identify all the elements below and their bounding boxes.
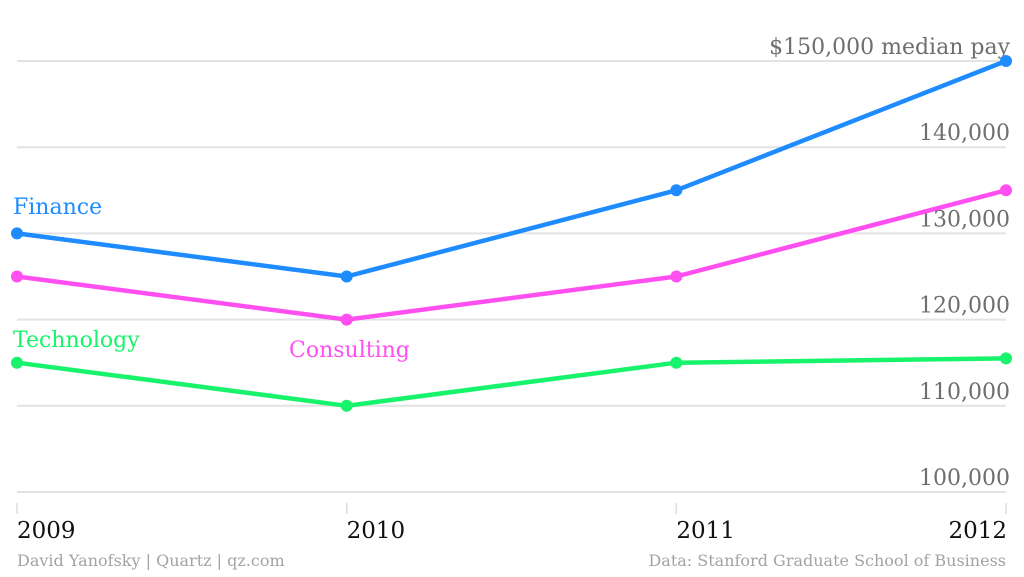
data-point [11,227,23,240]
series-technology [11,352,1012,412]
x-tick-label: 2010 [347,518,406,544]
data-point [340,313,353,326]
series-line [14,58,1009,279]
source-text: Data: Stanford Graduate School of Busine… [648,551,1006,570]
x-tick-label: 2012 [948,518,1007,544]
data-point [1000,352,1012,365]
series-finance [11,55,1012,283]
data-point [340,270,353,283]
y-tick-label: 120,000 [919,294,1010,319]
y-tick-label: 100,000 [919,466,1010,491]
data-point [1000,55,1012,67]
data-point [340,399,353,412]
x-tick-label: 2009 [17,518,76,544]
series-lines [11,55,1012,412]
data-point [670,184,683,197]
x-tick-label: 2011 [676,518,735,544]
series-consulting [11,184,1012,326]
credit-text: David Yanofsky | Quartz | qz.com [17,551,285,570]
series-line [14,356,1009,409]
y-tick-label: 140,000 [919,121,1010,146]
gridlines [17,60,1006,493]
data-point [11,356,23,369]
y-tick-label: 130,000 [919,207,1010,232]
series-label-technology: Technology [13,328,140,353]
series-label-consulting: Consulting [289,338,410,363]
x-axis: 2009 2010 2011 2012 [16,503,1007,544]
y-axis-tick-labels: 100,000 110,000 120,000 130,000 140,000 $150,… [769,35,1010,491]
y-tick-label: $150,000 median pay [769,35,1010,60]
series-labels: Finance Consulting Technology [13,195,410,363]
y-tick-label: 110,000 [919,380,1010,405]
data-point [670,270,683,283]
series-line [14,188,1009,322]
data-point [670,356,683,369]
series-label-finance: Finance [13,195,102,220]
data-point [1000,184,1012,197]
data-point [11,270,23,283]
